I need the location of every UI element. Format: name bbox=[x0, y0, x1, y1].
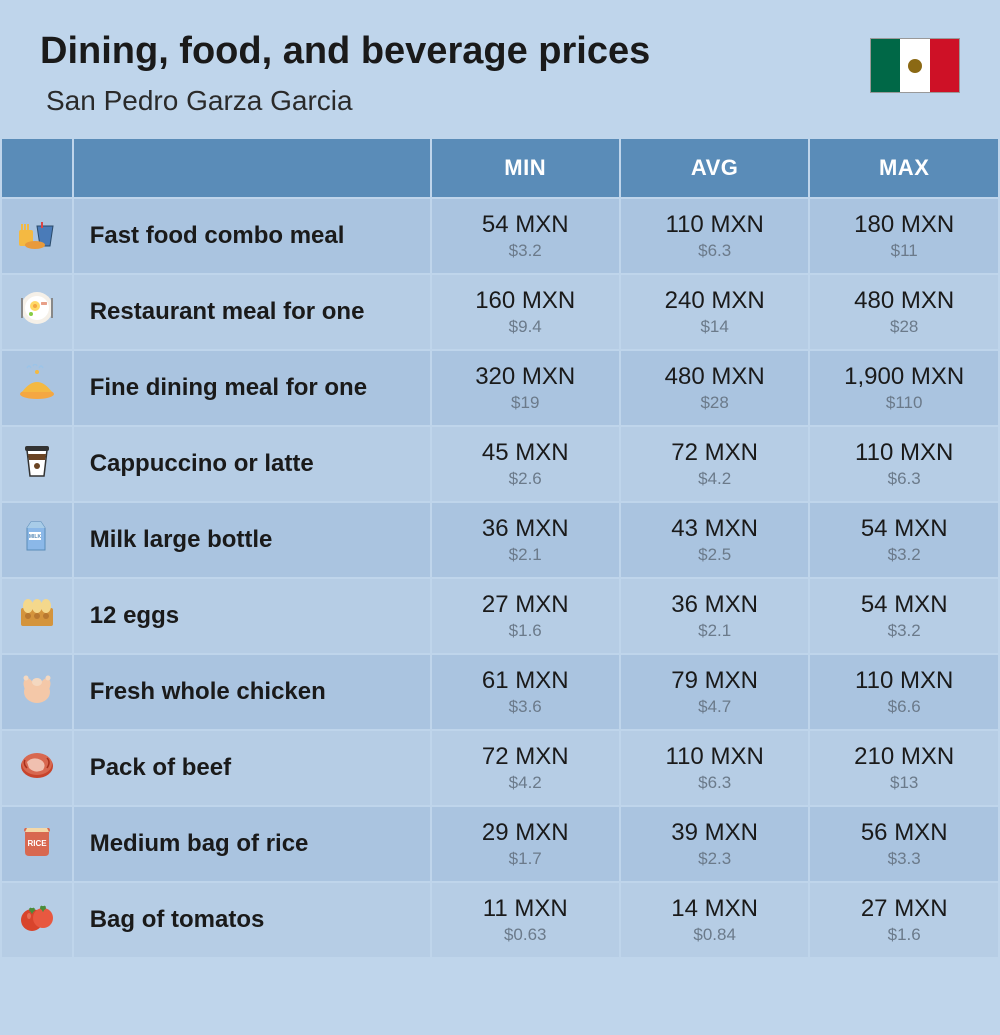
fast-food-icon bbox=[2, 199, 72, 273]
min-price: 45 MXN$2.6 bbox=[432, 427, 619, 501]
eggs-icon bbox=[2, 579, 72, 653]
max-price: 56 MXN$3.3 bbox=[810, 807, 998, 881]
fine-dining-icon bbox=[2, 351, 72, 425]
max-price: 54 MXN$3.2 bbox=[810, 503, 998, 577]
table-row: Fast food combo meal54 MXN$3.2110 MXN$6.… bbox=[2, 199, 998, 273]
item-label: Milk large bottle bbox=[74, 503, 430, 577]
header: Dining, food, and beverage prices San Pe… bbox=[0, 0, 1000, 137]
table-row: RICE Medium bag of rice29 MXN$1.739 MXN$2… bbox=[2, 807, 998, 881]
max-price: 1,900 MXN$110 bbox=[810, 351, 998, 425]
max-price: 180 MXN$11 bbox=[810, 199, 998, 273]
avg-price: 39 MXN$2.3 bbox=[621, 807, 808, 881]
min-price: 11 MXN$0.63 bbox=[432, 883, 619, 957]
avg-price: 36 MXN$2.1 bbox=[621, 579, 808, 653]
col-avg: AVG bbox=[621, 139, 808, 197]
avg-price: 240 MXN$14 bbox=[621, 275, 808, 349]
max-price: 54 MXN$3.2 bbox=[810, 579, 998, 653]
item-label: 12 eggs bbox=[74, 579, 430, 653]
table-row: MILK Milk large bottle36 MXN$2.143 MXN$2.… bbox=[2, 503, 998, 577]
item-label: Medium bag of rice bbox=[74, 807, 430, 881]
tomato-icon bbox=[2, 883, 72, 957]
item-label: Restaurant meal for one bbox=[74, 275, 430, 349]
svg-text:RICE: RICE bbox=[27, 839, 47, 848]
min-price: 320 MXN$19 bbox=[432, 351, 619, 425]
max-price: 27 MXN$1.6 bbox=[810, 883, 998, 957]
col-blank-label bbox=[74, 139, 430, 197]
min-price: 72 MXN$4.2 bbox=[432, 731, 619, 805]
max-price: 480 MXN$28 bbox=[810, 275, 998, 349]
title-block: Dining, food, and beverage prices San Pe… bbox=[40, 30, 650, 117]
table-row: Fine dining meal for one320 MXN$19480 MX… bbox=[2, 351, 998, 425]
max-price: 210 MXN$13 bbox=[810, 731, 998, 805]
table-header-row: MIN AVG MAX bbox=[2, 139, 998, 197]
price-table: MIN AVG MAX Fast food combo meal54 MXN$3… bbox=[0, 137, 1000, 959]
table-row: Bag of tomatos11 MXN$0.6314 MXN$0.8427 M… bbox=[2, 883, 998, 957]
svg-text:MILK: MILK bbox=[29, 534, 42, 540]
item-label: Cappuccino or latte bbox=[74, 427, 430, 501]
coffee-icon bbox=[2, 427, 72, 501]
min-price: 54 MXN$3.2 bbox=[432, 199, 619, 273]
table-row: Pack of beef72 MXN$4.2110 MXN$6.3210 MXN… bbox=[2, 731, 998, 805]
min-price: 61 MXN$3.6 bbox=[432, 655, 619, 729]
table-row: Cappuccino or latte45 MXN$2.672 MXN$4.21… bbox=[2, 427, 998, 501]
page-subtitle: San Pedro Garza Garcia bbox=[46, 85, 650, 117]
avg-price: 79 MXN$4.7 bbox=[621, 655, 808, 729]
table-row: Restaurant meal for one160 MXN$9.4240 MX… bbox=[2, 275, 998, 349]
table-row: Fresh whole chicken61 MXN$3.679 MXN$4.71… bbox=[2, 655, 998, 729]
milk-icon: MILK bbox=[2, 503, 72, 577]
rice-icon: RICE bbox=[2, 807, 72, 881]
item-label: Bag of tomatos bbox=[74, 883, 430, 957]
mexico-flag-icon bbox=[870, 38, 960, 93]
item-label: Fresh whole chicken bbox=[74, 655, 430, 729]
avg-price: 14 MXN$0.84 bbox=[621, 883, 808, 957]
item-label: Pack of beef bbox=[74, 731, 430, 805]
min-price: 36 MXN$2.1 bbox=[432, 503, 619, 577]
min-price: 27 MXN$1.6 bbox=[432, 579, 619, 653]
avg-price: 480 MXN$28 bbox=[621, 351, 808, 425]
col-min: MIN bbox=[432, 139, 619, 197]
avg-price: 43 MXN$2.5 bbox=[621, 503, 808, 577]
min-price: 160 MXN$9.4 bbox=[432, 275, 619, 349]
item-label: Fast food combo meal bbox=[74, 199, 430, 273]
restaurant-icon bbox=[2, 275, 72, 349]
min-price: 29 MXN$1.7 bbox=[432, 807, 619, 881]
item-label: Fine dining meal for one bbox=[74, 351, 430, 425]
max-price: 110 MXN$6.3 bbox=[810, 427, 998, 501]
chicken-icon bbox=[2, 655, 72, 729]
max-price: 110 MXN$6.6 bbox=[810, 655, 998, 729]
page-title: Dining, food, and beverage prices bbox=[40, 30, 650, 73]
col-blank-icon bbox=[2, 139, 72, 197]
avg-price: 110 MXN$6.3 bbox=[621, 731, 808, 805]
avg-price: 72 MXN$4.2 bbox=[621, 427, 808, 501]
col-max: MAX bbox=[810, 139, 998, 197]
table-row: 12 eggs27 MXN$1.636 MXN$2.154 MXN$3.2 bbox=[2, 579, 998, 653]
avg-price: 110 MXN$6.3 bbox=[621, 199, 808, 273]
beef-icon bbox=[2, 731, 72, 805]
